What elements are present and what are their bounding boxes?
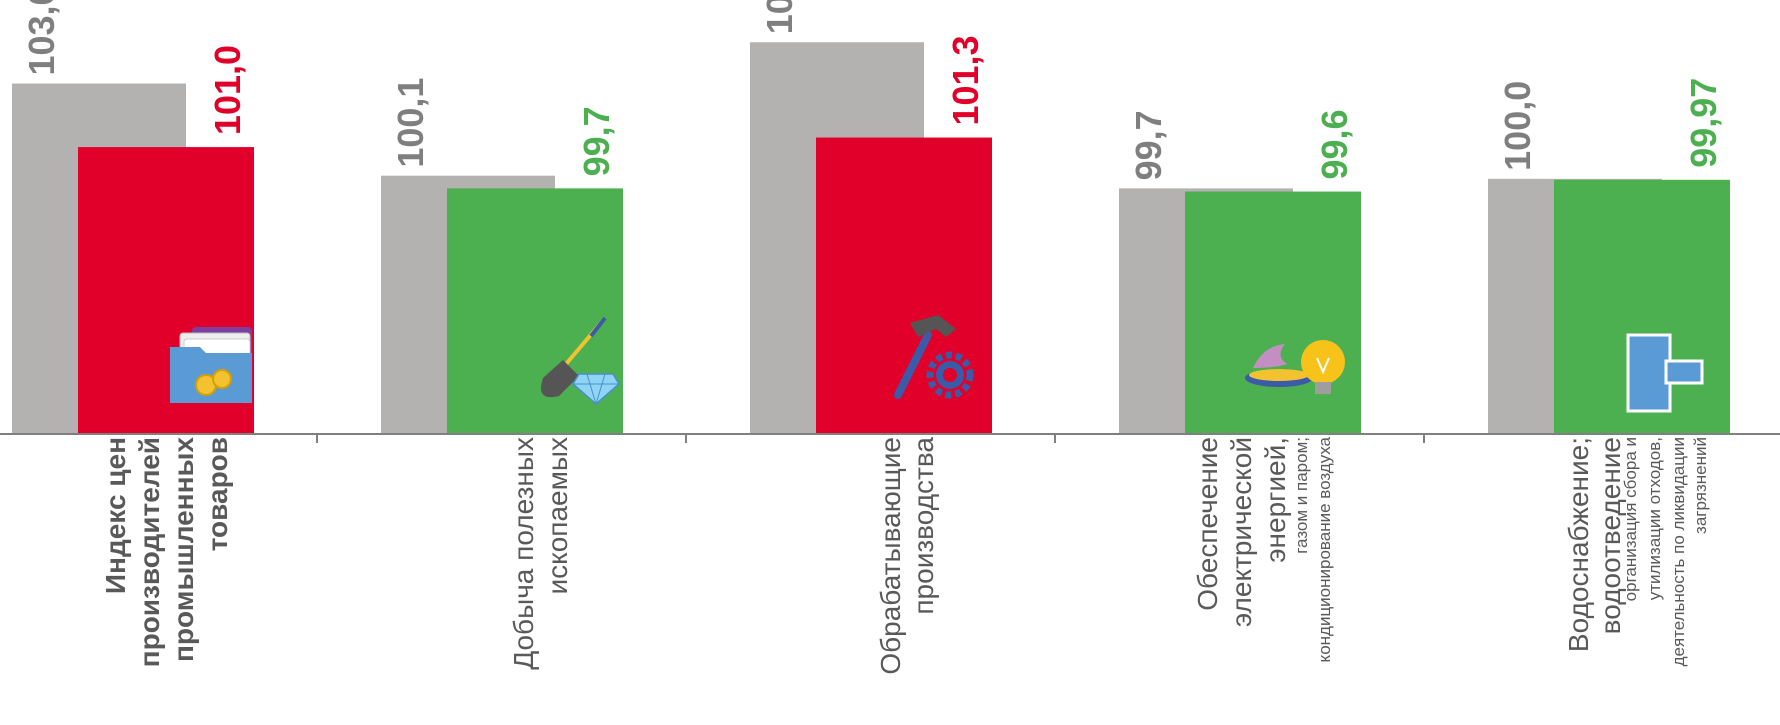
x-axis-ticks [316,434,1425,443]
category-label-0-line-3: товаров [202,437,233,551]
value-label-current-0: 101,0 [207,45,248,135]
category-label-4-line-5: загрязнений [1691,437,1710,534]
category-label-0-line-0: Индекс цен [100,437,131,594]
data-labels: 103,0 101,0 100,1 99,7 104,3 101,3 99,7 99,6 100… [21,0,1724,180]
value-label-current-3: 99,6 [1314,109,1355,179]
shovel-diamond-icon [541,316,620,405]
value-label-previous-4: 100,0 [1497,81,1538,171]
category-label-1-line-1: ископаемых [542,437,573,594]
category-label-0-line-1: производителей [134,437,165,667]
category-label-4-line-2: организация сбора и [1621,437,1640,601]
folder-coins-icon [170,327,252,403]
value-label-previous-2: 104,3 [759,0,800,34]
category-label-1-line-0: Добыча полезных [508,437,539,670]
category-labels: Индекс цен производителей промышленных това… [100,436,1710,674]
category-label-4-line-3: утилизации отходов, [1645,437,1664,600]
category-label-3-line-4: кондиционирование воздуха [1315,436,1334,662]
value-label-current-2: 101,3 [945,35,986,125]
category-icons [170,315,1704,413]
value-label-current-4: 99,97 [1683,78,1724,168]
value-label-previous-0: 103,0 [21,0,62,76]
value-label-previous-3: 99,7 [1128,110,1169,180]
category-label-0-line-2: промышленных [168,437,199,662]
gas-flame-lightbulb-icon [1245,340,1345,394]
category-label-2-line-0: Обрабатывающие [875,437,906,675]
value-label-previous-1: 100,1 [390,78,431,168]
category-label-3-line-3: газом и паром; [1292,437,1311,554]
category-label-3-line-2: энергией, [1260,437,1291,563]
value-label-current-1: 99,7 [576,106,617,176]
hammer-gear-icon [894,315,974,399]
category-label-3-line-0: Обеспечение [1192,437,1223,611]
category-label-4-line-1: водоотведение [1595,437,1626,634]
water-pipe-icon [1626,333,1704,413]
category-label-2-line-1: производства [908,437,939,615]
bar-current-3 [1185,191,1361,433]
category-label-4-line-4: деятельность по ликвидации [1669,437,1688,666]
category-label-3-line-1: электрической [1226,437,1257,627]
category-label-4-line-0: Водоснабжение; [1563,437,1594,652]
